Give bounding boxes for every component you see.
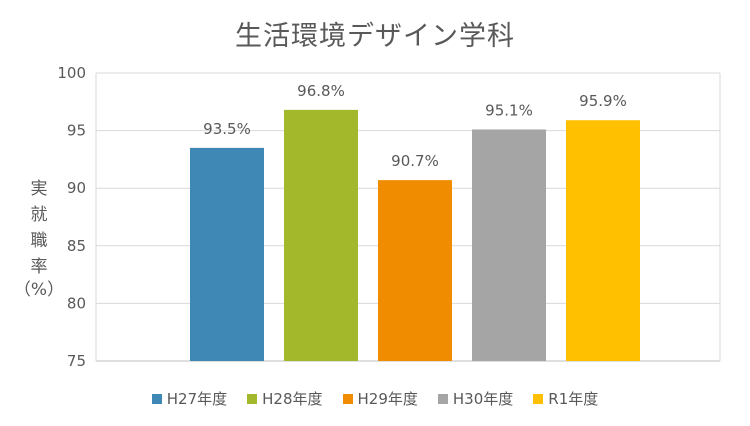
legend: H27年度 H28年度 H29年度 H30年度 R1年度: [0, 388, 750, 409]
axes: 75 80 85 90 95 100: [57, 64, 721, 370]
legend-label: R1年度: [548, 390, 599, 408]
y-axis-label-char: 実: [30, 179, 48, 199]
y-tick-label: 80: [67, 294, 86, 312]
legend-label: H29年度: [357, 390, 418, 408]
y-axis-label: 実就職率: [22, 176, 56, 280]
legend-swatch: [437, 393, 448, 404]
data-label: 95.1%: [485, 101, 533, 119]
legend-label: H27年度: [166, 390, 228, 408]
legend-item: H28年度: [247, 388, 323, 409]
legend-swatch: [342, 393, 353, 404]
chart-title: 生活環境デザイン学科: [235, 21, 515, 52]
data-label: 96.8%: [297, 82, 345, 100]
legend-item: R1年度: [533, 388, 598, 409]
bar: [472, 129, 546, 361]
y-axis-label-char: 職: [30, 231, 48, 251]
y-axis-label-char: 率: [30, 257, 48, 277]
data-label: 93.5%: [203, 120, 251, 138]
bar: [566, 120, 640, 362]
legend-label: H30年度: [452, 390, 514, 408]
legend-swatch: [247, 393, 258, 404]
y-axis-unit: （%）: [13, 280, 65, 300]
bars: [190, 109, 640, 362]
y-tick-label: 90: [67, 179, 86, 197]
y-tick-label: 75: [67, 352, 86, 370]
legend-swatch: [151, 393, 162, 404]
bar: [378, 180, 452, 361]
bar: [190, 147, 264, 361]
y-tick-label: 100: [57, 64, 86, 82]
y-axis-label-char: 就: [30, 205, 48, 225]
legend-item: H30年度: [437, 388, 514, 409]
bar: [284, 109, 358, 361]
data-label: 90.7%: [391, 152, 439, 170]
data-labels: 93.5% 96.8% 90.7% 95.1% 95.9%: [203, 82, 627, 170]
legend-item: H27年度: [151, 388, 228, 409]
legend-swatch: [533, 393, 544, 404]
legend-label: H28年度: [262, 390, 323, 408]
legend-item: H29年度: [342, 388, 418, 409]
data-label: 95.9%: [579, 92, 627, 110]
y-tick-label: 95: [67, 122, 86, 140]
y-tick-label: 85: [67, 237, 86, 255]
